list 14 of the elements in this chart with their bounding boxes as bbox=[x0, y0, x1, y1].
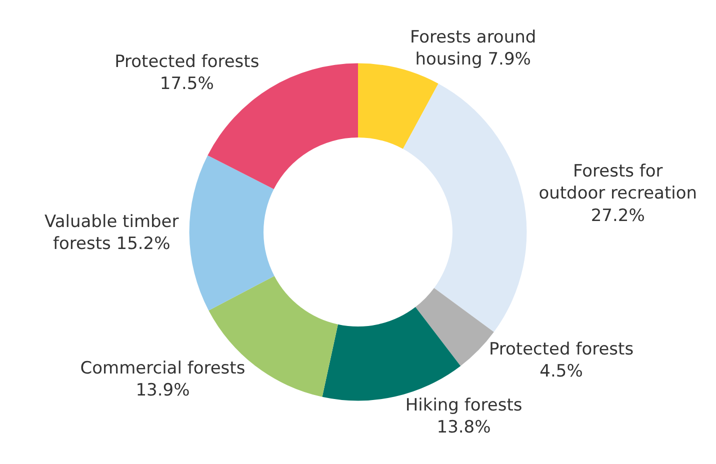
data-label: 17.5% bbox=[160, 74, 214, 94]
donut-slice bbox=[402, 84, 527, 332]
slice-label: Hiking forests bbox=[405, 396, 522, 416]
data-label: 13.8% bbox=[436, 418, 491, 438]
slice-label: Protected forests bbox=[488, 339, 634, 360]
data-label: 4.5% bbox=[540, 362, 583, 382]
slice-label: Commercial forests bbox=[80, 358, 246, 379]
data-label: 27.2% bbox=[590, 206, 645, 226]
slice-label: Forests around housing 7.9% bbox=[410, 28, 536, 70]
slice-label: Valuable timber forests 15.2% bbox=[44, 212, 179, 254]
donut-slice bbox=[189, 155, 274, 310]
data-label: 13.9% bbox=[136, 380, 190, 401]
slice-label: Protected forests bbox=[114, 52, 260, 72]
slice-label: Forests for outdoor recreation bbox=[538, 162, 698, 204]
